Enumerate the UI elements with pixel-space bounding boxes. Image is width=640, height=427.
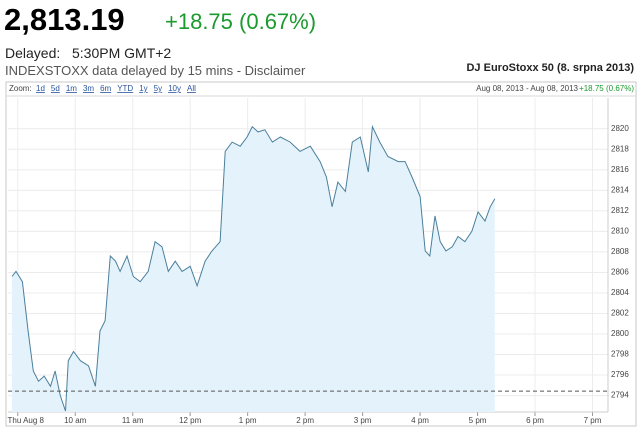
y-tick-label: 2814 xyxy=(611,185,629,194)
x-tick-label: 10 am xyxy=(64,416,87,425)
y-tick-label: 2816 xyxy=(611,165,629,174)
area-fill xyxy=(12,126,495,412)
x-tick-label: 5 pm xyxy=(469,416,487,425)
chart-title: DJ EuroStoxx 50 (8. srpna 2013) xyxy=(466,62,634,74)
y-tick-label: 2820 xyxy=(611,124,629,133)
y-tick-label: 2794 xyxy=(611,391,629,400)
zoom-option[interactable]: 6m xyxy=(100,84,111,93)
x-tick-label: 6 pm xyxy=(526,416,544,425)
x-tick-label: Thu Aug 8 xyxy=(8,416,45,425)
x-tick-label: 12 pm xyxy=(179,416,202,425)
x-tick-label: 1 pm xyxy=(239,416,257,425)
y-tick-label: 2808 xyxy=(611,247,629,256)
zoom-option[interactable]: 1m xyxy=(66,84,77,93)
zoom-option[interactable]: 5d xyxy=(51,84,60,93)
x-tick-label: 7 pm xyxy=(584,416,602,425)
zoom-option[interactable]: 10y xyxy=(168,84,181,93)
zoom-option[interactable]: 5y xyxy=(154,84,162,93)
zoom-label: Zoom: xyxy=(9,84,32,93)
price-line xyxy=(11,124,496,412)
y-tick-label: 2812 xyxy=(611,206,629,215)
zoom-option[interactable]: 3m xyxy=(83,84,94,93)
y-tick-label: 2796 xyxy=(611,370,629,379)
y-tick-label: 2800 xyxy=(611,329,629,338)
y-tick-label: 2798 xyxy=(611,350,629,359)
y-tick-label: 2810 xyxy=(611,227,629,236)
delayed-time: 5:30PM GMT+2 xyxy=(72,45,172,61)
range-change: +18.75 (0.67%) xyxy=(579,84,634,93)
price: 2,813.19 xyxy=(4,2,125,37)
y-tick-label: 2818 xyxy=(611,144,629,153)
x-tick-label: 11 am xyxy=(122,416,144,425)
x-tick-label: 2 pm xyxy=(296,416,314,425)
date-range: Aug 08, 2013 - Aug 08, 2013 xyxy=(476,84,578,93)
x-tick-label: 3 pm xyxy=(354,416,372,425)
y-tick-label: 2802 xyxy=(611,309,629,318)
zoom-option[interactable]: 1y xyxy=(139,84,147,93)
y-tick-label: 2806 xyxy=(611,268,629,277)
delay-note: INDEXSTOXX data delayed by 15 mins - Dis… xyxy=(5,63,306,78)
delayed-label: Delayed: xyxy=(5,45,61,61)
y-tick-label: 2804 xyxy=(611,288,629,297)
zoom-option[interactable]: 1d xyxy=(36,84,45,93)
x-tick-label: 4 pm xyxy=(411,416,429,425)
zoom-option[interactable]: All xyxy=(187,84,196,93)
price-change: +18.75 (0.67%) xyxy=(165,9,317,34)
zoom-option[interactable]: YTD xyxy=(117,84,133,93)
